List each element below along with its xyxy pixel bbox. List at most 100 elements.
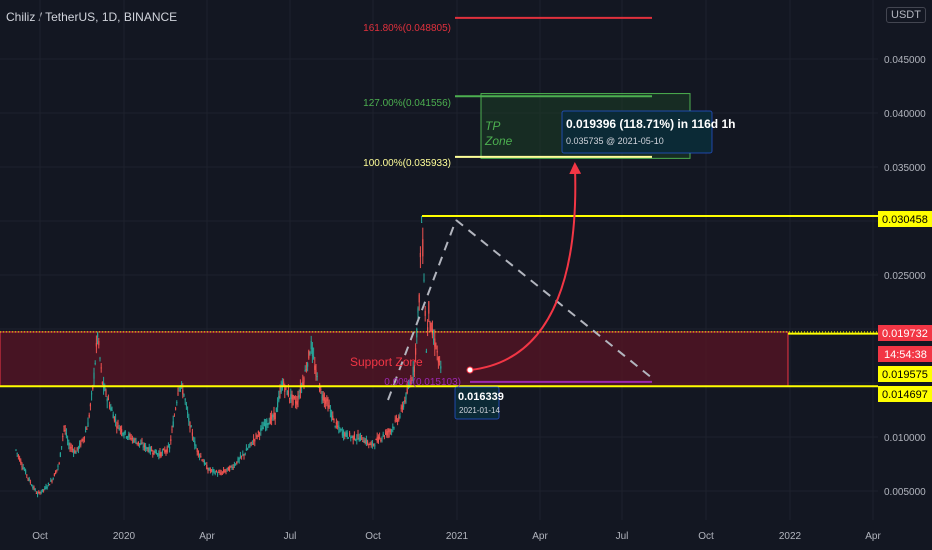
candle-body	[287, 390, 289, 397]
candle-body	[154, 449, 156, 454]
candle-body	[197, 451, 199, 455]
candle-body	[367, 441, 369, 444]
candle-body	[249, 443, 251, 445]
candle-body	[269, 416, 271, 424]
candle-body	[52, 478, 54, 480]
candle-body	[421, 221, 423, 223]
candle-body	[247, 448, 249, 450]
candle-body	[417, 308, 419, 313]
candle-body	[241, 455, 243, 457]
candle-body	[189, 421, 191, 429]
candle-body	[267, 423, 269, 426]
candle-body	[58, 462, 60, 464]
candle-body	[201, 459, 203, 461]
candle-body	[97, 333, 99, 338]
candle-body	[242, 454, 244, 456]
candle-body	[365, 439, 367, 444]
candle-body	[74, 450, 76, 453]
candle-body	[218, 472, 220, 474]
candle-body	[85, 431, 87, 433]
candle-body	[335, 421, 337, 425]
candle-body	[152, 453, 154, 455]
candle-body	[213, 469, 215, 471]
candle-body	[325, 400, 327, 404]
candle-body	[124, 430, 126, 434]
swing-line-down	[455, 219, 653, 379]
candle-body	[64, 429, 66, 432]
candle-body	[100, 367, 102, 369]
candle-body	[385, 432, 387, 434]
candle-body	[422, 239, 424, 257]
candle-body	[27, 477, 29, 479]
candle-body	[95, 342, 97, 347]
candle-body	[227, 467, 229, 471]
candle-body	[373, 443, 375, 445]
candle-body	[308, 350, 310, 359]
candle-body	[177, 392, 179, 395]
candle-body	[43, 489, 45, 491]
candle-body	[254, 439, 256, 442]
candle-body	[101, 381, 103, 385]
candle-body	[62, 436, 64, 438]
candle-body	[262, 427, 264, 430]
x-tick-label: Jul	[616, 531, 629, 542]
candle-body	[158, 453, 160, 457]
candle-body	[40, 491, 42, 493]
candle-body	[88, 414, 90, 417]
candle-body	[122, 432, 124, 435]
candle-body	[37, 493, 39, 495]
candle-body	[111, 409, 113, 411]
candle-body	[395, 417, 397, 421]
candle-body	[406, 388, 408, 394]
candle-body	[169, 446, 171, 449]
candle-body	[268, 421, 270, 425]
candle-body	[229, 467, 231, 471]
candle-body	[71, 448, 73, 450]
candle-body	[63, 425, 65, 427]
candle-body	[345, 431, 347, 436]
candle-body	[51, 480, 53, 482]
candle-body	[49, 484, 51, 486]
candle-body	[194, 441, 196, 446]
candle-body	[166, 446, 168, 453]
candle-body	[233, 464, 235, 466]
candle-body	[236, 461, 238, 464]
x-tick-label: Oct	[365, 531, 381, 542]
currency-selector[interactable]: USDT	[886, 7, 926, 23]
candle-body	[356, 438, 358, 440]
candle-body	[376, 437, 378, 442]
candle-body	[439, 360, 441, 362]
candle-body	[67, 439, 69, 441]
candle-body	[257, 431, 259, 434]
candle-body	[211, 469, 213, 471]
candle-body	[115, 419, 117, 422]
chart-grid	[0, 0, 878, 520]
candle-body	[23, 469, 25, 471]
candle-body	[332, 415, 334, 421]
candle-body	[346, 432, 348, 438]
y-tick-label: 0.025000	[884, 271, 926, 282]
candle-body	[208, 467, 210, 471]
candle-body	[99, 357, 101, 359]
candle-body	[205, 463, 207, 465]
candle-body	[320, 389, 322, 391]
candle-body	[73, 450, 75, 453]
candle-body	[207, 469, 209, 472]
candle-body	[299, 386, 301, 393]
candle-body	[145, 445, 147, 450]
candle-body	[103, 382, 105, 388]
candle-body	[386, 430, 388, 436]
candle-body	[261, 426, 263, 428]
candle-body	[17, 455, 19, 457]
candle-body	[75, 451, 77, 454]
candle-body	[399, 416, 401, 418]
current-callout-box	[454, 386, 500, 420]
fib-label-100: 100.00%(0.035933)	[363, 158, 451, 169]
candle-body	[112, 414, 114, 419]
projection-callout-line2: 0.035735 @ 2021-05-10	[566, 136, 664, 146]
svg-text:0.019575: 0.019575	[882, 369, 928, 381]
candle-body	[31, 485, 33, 487]
candle-body	[89, 404, 91, 407]
current-callout-line1: 0.016339	[458, 391, 504, 403]
